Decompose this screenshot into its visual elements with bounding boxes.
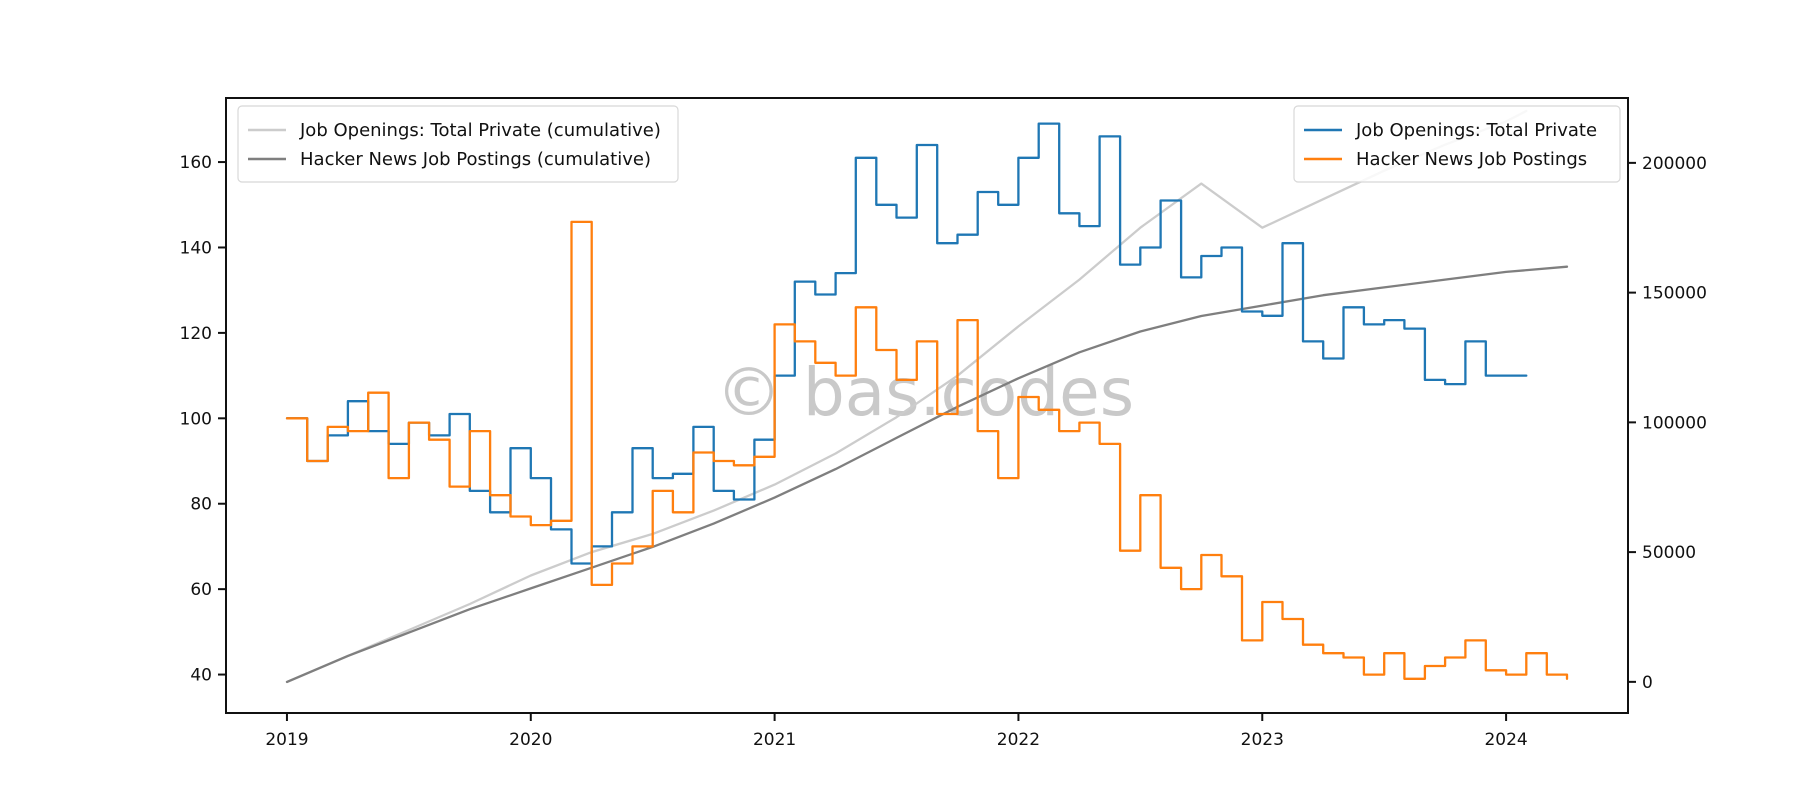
- legend-right-box: [1293, 105, 1621, 183]
- y-left-tick-label: 60: [190, 580, 212, 600]
- series-line-job-openings-total-private-cumulative: [285, 109, 1528, 684]
- plot-frame: [225, 97, 1629, 714]
- x-tick-label: 2024: [1484, 730, 1527, 750]
- legend-label-job-openings-total-private: Job Openings: Total Private: [1355, 120, 1597, 141]
- x-tick-label: 2021: [753, 730, 796, 750]
- legend-label-hacker-news-job-postings: Hacker News Job Postings: [1356, 149, 1587, 170]
- legend-right: Job Openings: Total Private Hacker News J…: [1293, 105, 1621, 183]
- y-right-tick-label: 0: [1642, 673, 1653, 693]
- legend-label-hacker-news-job-postings-cumulative: Hacker News Job Postings (cumulative): [300, 149, 651, 170]
- y-left-tick-label: 140: [180, 238, 212, 258]
- series-line-job-openings-total-private: [285, 122, 1528, 565]
- x-tick-label: 2023: [1241, 730, 1284, 750]
- x-tick-label: 2019: [265, 730, 308, 750]
- y-left-tick-label: 80: [190, 495, 212, 515]
- watermark-text: © bas.codes: [716, 354, 1134, 431]
- legend-left-box: [237, 105, 679, 183]
- legend-label-job-openings-total-private-cumulative: Job Openings: Total Private (cumulative): [299, 120, 661, 141]
- x-tick-label: 2020: [509, 730, 552, 750]
- series-line-hacker-news-job-postings-cumulative: [285, 265, 1569, 684]
- legend-left: Job Openings: Total Private (cumulative)…: [237, 105, 679, 183]
- y-left-tick-label: 160: [180, 153, 212, 173]
- y-right-tick-label: 100000: [1642, 413, 1707, 433]
- y-right-tick-label: 150000: [1642, 284, 1707, 304]
- series-line-hacker-news-job-postings: [285, 220, 1569, 680]
- y-left-tick-label: 100: [180, 409, 212, 429]
- y-left-tick-label: 40: [190, 666, 212, 686]
- y-right-tick-label: 200000: [1642, 154, 1707, 174]
- y-right-tick-label: 50000: [1642, 543, 1696, 563]
- y-left-tick-label: 120: [180, 324, 212, 344]
- x-tick-label: 2022: [997, 730, 1040, 750]
